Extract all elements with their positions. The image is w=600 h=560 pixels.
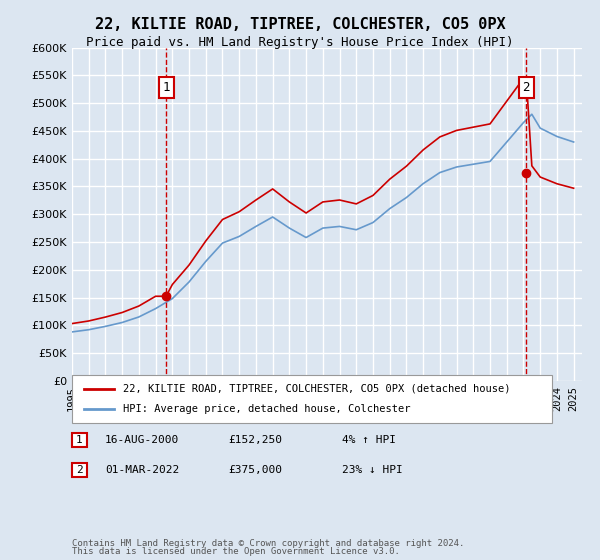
- Text: 1: 1: [163, 81, 170, 94]
- Text: 22, KILTIE ROAD, TIPTREE, COLCHESTER, CO5 0PX (detached house): 22, KILTIE ROAD, TIPTREE, COLCHESTER, CO…: [123, 384, 511, 394]
- Text: £152,250: £152,250: [228, 435, 282, 445]
- Text: £375,000: £375,000: [228, 465, 282, 475]
- Text: 4% ↑ HPI: 4% ↑ HPI: [342, 435, 396, 445]
- Text: 1: 1: [76, 435, 83, 445]
- Text: Price paid vs. HM Land Registry's House Price Index (HPI): Price paid vs. HM Land Registry's House …: [86, 36, 514, 49]
- Text: 16-AUG-2000: 16-AUG-2000: [105, 435, 179, 445]
- Text: HPI: Average price, detached house, Colchester: HPI: Average price, detached house, Colc…: [123, 404, 410, 414]
- Text: 2: 2: [76, 465, 83, 475]
- Text: 23% ↓ HPI: 23% ↓ HPI: [342, 465, 403, 475]
- Text: This data is licensed under the Open Government Licence v3.0.: This data is licensed under the Open Gov…: [72, 548, 400, 557]
- Text: 22, KILTIE ROAD, TIPTREE, COLCHESTER, CO5 0PX: 22, KILTIE ROAD, TIPTREE, COLCHESTER, CO…: [95, 17, 505, 32]
- Text: 01-MAR-2022: 01-MAR-2022: [105, 465, 179, 475]
- Text: 2: 2: [523, 81, 530, 94]
- Text: Contains HM Land Registry data © Crown copyright and database right 2024.: Contains HM Land Registry data © Crown c…: [72, 539, 464, 548]
